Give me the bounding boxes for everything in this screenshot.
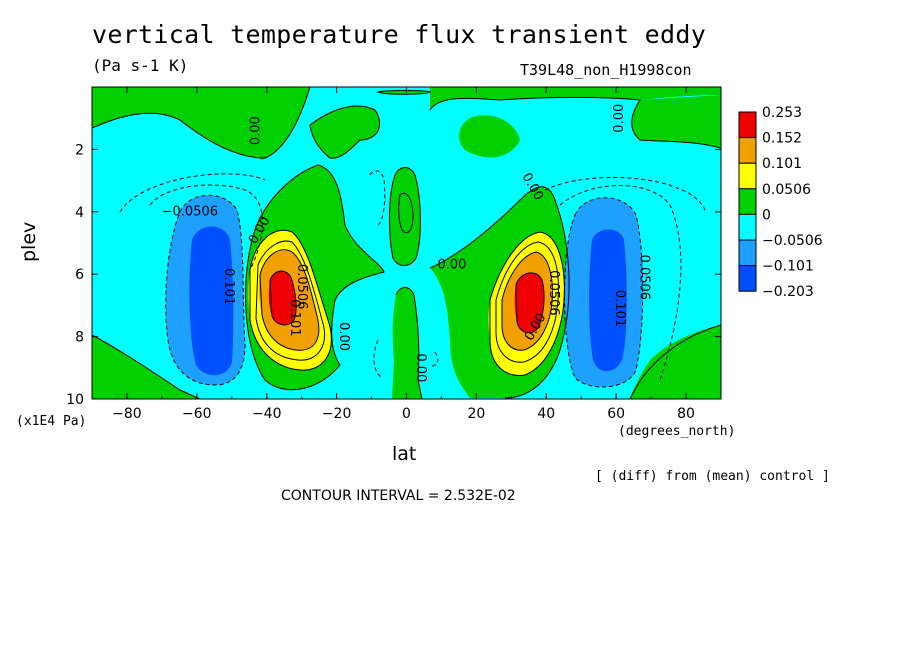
legend-swatch: [738, 213, 757, 241]
colorbar-legend: 0.253 0.152 0.101 0.0506 0 −0.0506 −0.101 −0.20…: [738, 105, 823, 300]
chart-title: vertical temperature flux transient eddy: [92, 20, 707, 49]
negative-contours: [119, 170, 706, 388]
x-tick-label: 20: [467, 406, 485, 422]
fill-positive-center-upper: [389, 167, 421, 266]
legend-swatch: [738, 162, 757, 190]
contour-field: [92, 87, 721, 399]
contour-label: 0.101: [221, 268, 236, 305]
contour-label: −0.0506: [162, 204, 218, 219]
contour-label: 0.00: [437, 257, 466, 272]
contour-label: 0.00: [336, 322, 351, 351]
fill-negative-left-core: [189, 226, 234, 376]
y-tick-label: 4: [75, 205, 84, 221]
x-tick-label: −20: [322, 406, 352, 422]
legend-label: −0.101: [762, 259, 814, 275]
y-axis-units: (x1E4 Pa): [16, 414, 87, 429]
x-tick-label: 60: [607, 406, 625, 422]
fill-positive-top-center: [310, 105, 380, 159]
y-axis-label: plev: [18, 221, 40, 262]
contour-label: 0.0506: [294, 264, 309, 310]
contour-label: 0.00: [612, 104, 627, 133]
legend-swatch: [738, 111, 757, 139]
y-tick-label: 8: [75, 330, 84, 346]
fill-core-right-red: [514, 272, 545, 333]
contour-label: 0.101: [287, 299, 302, 336]
legend-swatch: [738, 239, 757, 267]
legend-label: 0.0506: [762, 182, 811, 198]
run-label: T39L48_non_H1998con: [520, 61, 692, 79]
legend-label: 0: [762, 207, 771, 223]
y-tick-label: 2: [75, 142, 84, 158]
fill-positive-band-top2: [180, 87, 310, 160]
x-axis-units: (degrees_north): [618, 424, 736, 439]
x-tick-label: 0: [402, 406, 411, 422]
x-axis-label: lat: [392, 443, 417, 465]
y-tick-label: 6: [75, 267, 84, 283]
legend-swatch: [738, 265, 757, 292]
legend-label: −0.0506: [762, 233, 823, 249]
legend-swatch: [738, 137, 757, 164]
contour-label: 0.0506: [637, 255, 652, 301]
contour-label: 0.0506: [546, 270, 561, 316]
fill-positive-bottom-right: [630, 325, 721, 399]
fill-core-left-red: [268, 271, 297, 325]
contour-interval: CONTOUR INTERVAL = 2.532E-02: [281, 488, 516, 504]
x-tick-label: 40: [537, 406, 555, 422]
axes: −80 −60 −40 −20 0 20 40 60 80 2 4 6 8 10: [66, 87, 722, 422]
fill-positive-center-lower: [392, 287, 422, 399]
fill-positive-top-right: [430, 87, 721, 110]
fill-positive-right-edge: [631, 95, 721, 148]
legend-label: 0.152: [762, 131, 802, 147]
legend-swatch: [738, 188, 757, 215]
contour-label: 0.101: [612, 290, 627, 327]
legend-label: 0.253: [762, 105, 802, 121]
x-tick-label: −60: [182, 406, 212, 422]
footnote: [ (diff) from (mean) control ]: [595, 469, 830, 484]
x-tick-label: −40: [252, 406, 282, 422]
positive-contours: [92, 87, 721, 399]
contour-label: 0.00: [413, 353, 428, 382]
fill-positive-right-blob: [458, 115, 520, 158]
legend-label: −0.203: [762, 284, 814, 300]
x-tick-label: −80: [112, 406, 142, 422]
legend-label: 0.101: [762, 156, 802, 172]
contour-label: 0.00: [249, 116, 264, 145]
fill-top-center-blip: [378, 90, 430, 95]
fill-negative-right-core: [589, 229, 627, 372]
x-tick-label: 80: [677, 406, 695, 422]
chart-units: (Pa s-1 K): [92, 56, 189, 75]
y-tick-label: 10: [66, 392, 84, 408]
